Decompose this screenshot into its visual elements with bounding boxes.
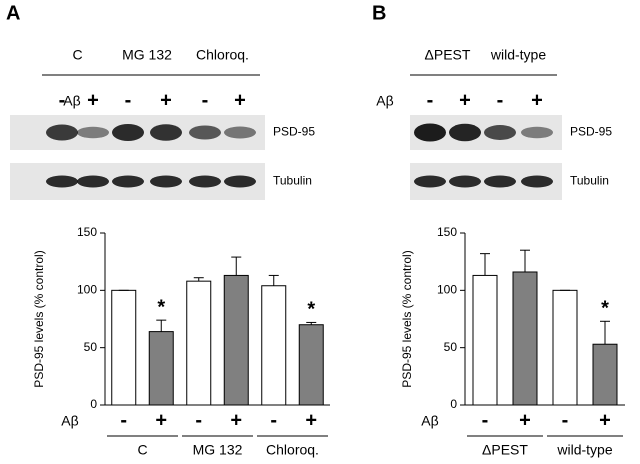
y-axis-label: PSD-95 levels (% control) (400, 250, 414, 387)
group-label: MG 132 (122, 47, 172, 63)
x-tick-label: + (519, 409, 531, 431)
band (112, 175, 144, 188)
x-tick-label: - (270, 409, 277, 431)
bar (186, 280, 212, 406)
group-label: wild-type (490, 47, 546, 63)
band (189, 125, 221, 140)
band (46, 175, 78, 188)
band (150, 124, 182, 141)
bar (552, 289, 578, 406)
x-tick-label: + (230, 409, 242, 431)
group-label: C (137, 442, 147, 458)
lane-sign: - (59, 89, 66, 111)
significance: * (307, 299, 315, 321)
x-tick-label: - (120, 409, 127, 431)
row-label: Aβ (421, 413, 438, 429)
band (449, 123, 481, 142)
x-tick-label: - (562, 409, 569, 431)
band (521, 175, 553, 188)
row-label: Aβ (63, 93, 80, 109)
group-label: ΔPEST (482, 442, 528, 458)
band (224, 175, 256, 188)
group-label: MG 132 (193, 442, 243, 458)
bar (592, 343, 618, 406)
band (224, 126, 256, 139)
bar (472, 274, 498, 406)
lane-sign: - (202, 89, 209, 111)
bar (261, 285, 287, 406)
lane-sign: - (427, 89, 434, 111)
lane-sign: + (234, 89, 246, 111)
band (189, 175, 221, 188)
y-tick-label: 150 (77, 225, 97, 239)
band (77, 126, 109, 139)
band (414, 123, 446, 142)
group-label: Chloroq. (196, 47, 249, 63)
lane-sign: + (531, 89, 543, 111)
band (150, 175, 182, 188)
band (46, 124, 78, 141)
band (449, 175, 481, 188)
band (484, 175, 516, 188)
blot-label: PSD-95 (570, 125, 612, 139)
lane-sign: - (125, 89, 132, 111)
lane-sign: + (160, 89, 172, 111)
blot-label: Tubulin (273, 174, 312, 188)
y-tick-label: 50 (84, 340, 98, 354)
y-tick-label: 0 (90, 397, 97, 411)
lane-sign: - (497, 89, 504, 111)
y-axis-label: PSD-95 levels (% control) (32, 250, 46, 387)
y-tick-label: 100 (437, 283, 457, 297)
group-label: C (72, 47, 82, 63)
significance: * (601, 298, 609, 320)
lane-sign: + (87, 89, 99, 111)
y-tick-label: 100 (77, 283, 97, 297)
band (414, 175, 446, 188)
lane-sign: + (459, 89, 471, 111)
bar (298, 324, 324, 406)
blot-label: PSD-95 (273, 125, 315, 139)
x-tick-label: - (195, 409, 202, 431)
panel-letter: A (6, 2, 20, 24)
bar (148, 331, 174, 406)
band (521, 126, 553, 139)
group-label: wild-type (556, 442, 612, 458)
row-label: Aβ (61, 413, 78, 429)
band (484, 125, 516, 140)
y-tick-label: 150 (437, 225, 457, 239)
x-tick-label: + (155, 409, 167, 431)
significance: * (157, 296, 165, 318)
y-tick-label: 0 (450, 397, 457, 411)
x-tick-label: + (599, 409, 611, 431)
group-label: Chloroq. (266, 442, 319, 458)
x-tick-label: + (305, 409, 317, 431)
band (112, 124, 144, 141)
band (77, 175, 109, 188)
bar (111, 289, 137, 406)
y-tick-label: 50 (444, 340, 458, 354)
x-tick-label: - (482, 409, 489, 431)
group-label: ΔPEST (425, 47, 471, 63)
bar (512, 271, 538, 406)
bar (223, 274, 249, 406)
blot-label: Tubulin (570, 174, 609, 188)
row-label: Aβ (376, 93, 393, 109)
panel-letter: B (372, 2, 386, 24)
